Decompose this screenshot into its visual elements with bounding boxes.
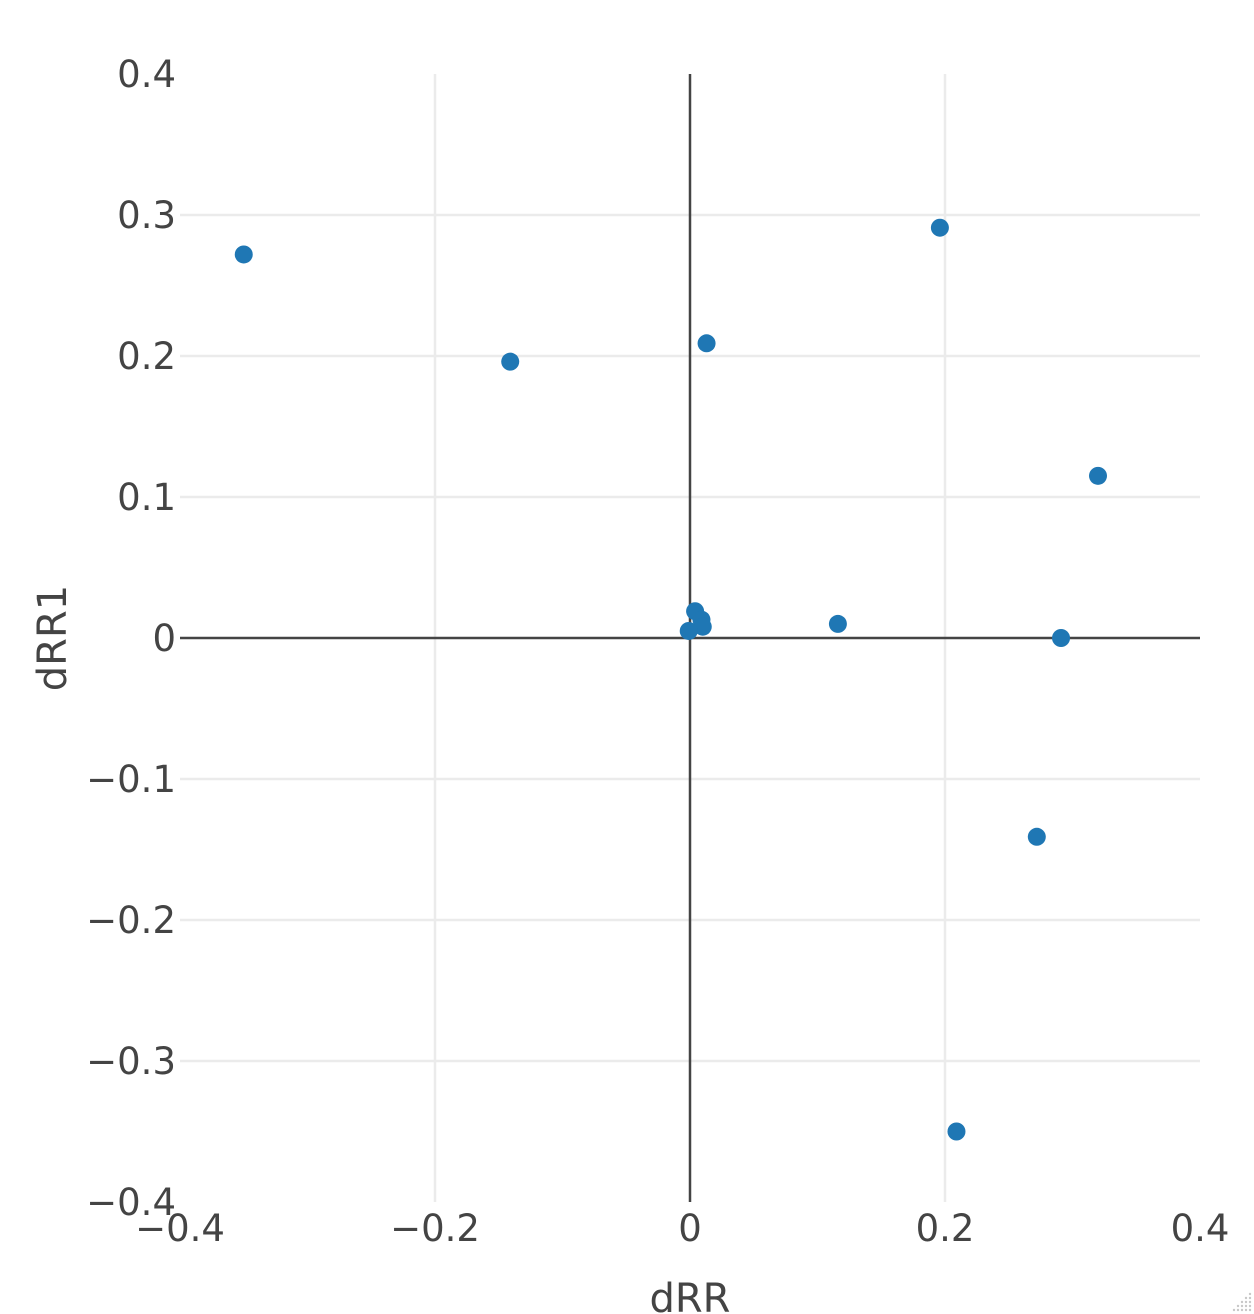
scatter-point[interactable] xyxy=(697,334,716,353)
y-axis-ticks: 0.4 0.3 0.2 0.1 0 −0.1 −0.2 −0.3 −0.4 xyxy=(86,53,176,1224)
x-axis-title: dRR xyxy=(650,1276,731,1314)
scatter-point[interactable] xyxy=(693,617,712,636)
y-tick-label: 0.4 xyxy=(117,53,176,96)
scatter-point[interactable] xyxy=(1027,827,1046,846)
scatter-point[interactable] xyxy=(1089,466,1107,485)
resize-dot xyxy=(1236,1304,1240,1308)
y-tick-label: 0.3 xyxy=(117,194,176,237)
x-tick-label: 0.2 xyxy=(916,1207,975,1250)
data-points xyxy=(234,218,1107,1141)
resize-dot xyxy=(1248,1304,1252,1308)
resize-dot xyxy=(1244,1308,1248,1312)
resize-dot xyxy=(1244,1300,1248,1304)
resize-dot xyxy=(1248,1300,1252,1304)
y-tick-label: −0.4 xyxy=(86,1181,176,1224)
x-tick-label: 0.4 xyxy=(1171,1207,1230,1250)
x-tick-label: −0.2 xyxy=(390,1207,480,1250)
scatter-point[interactable] xyxy=(1052,629,1071,647)
x-tick-label: −0.4 xyxy=(135,1207,225,1250)
scatter-point[interactable] xyxy=(501,352,520,371)
resize-dot xyxy=(1248,1292,1252,1296)
scatter-point[interactable] xyxy=(679,621,698,640)
y-tick-label: −0.1 xyxy=(86,758,176,801)
x-axis-ticks: −0.4 −0.2 0 0.2 0.4 xyxy=(135,1207,1229,1250)
scatter-point[interactable] xyxy=(234,245,253,264)
scatter-point[interactable] xyxy=(828,614,847,633)
resize-dot xyxy=(1244,1304,1248,1308)
resize-dot xyxy=(1236,1308,1240,1312)
y-tick-label: −0.2 xyxy=(86,899,176,942)
y-axis-title: dRR1 xyxy=(30,585,76,691)
y-tick-label: 0 xyxy=(152,617,176,660)
resize-dot xyxy=(1248,1308,1252,1312)
resize-dot xyxy=(1240,1304,1244,1308)
scatter-point[interactable] xyxy=(930,218,949,237)
resize-dot xyxy=(1240,1308,1244,1312)
resize-dot xyxy=(1248,1296,1252,1300)
scatter-point[interactable] xyxy=(947,1122,966,1141)
x-tick-label: 0 xyxy=(678,1207,702,1250)
resize-handle-icon[interactable] xyxy=(1232,1292,1252,1312)
y-tick-label: 0.1 xyxy=(117,476,176,519)
resize-dot xyxy=(1232,1308,1236,1312)
resize-dot xyxy=(1240,1300,1244,1304)
resize-dot xyxy=(1244,1296,1248,1300)
y-tick-label: −0.3 xyxy=(86,1040,176,1083)
y-tick-label: 0.2 xyxy=(117,335,176,378)
